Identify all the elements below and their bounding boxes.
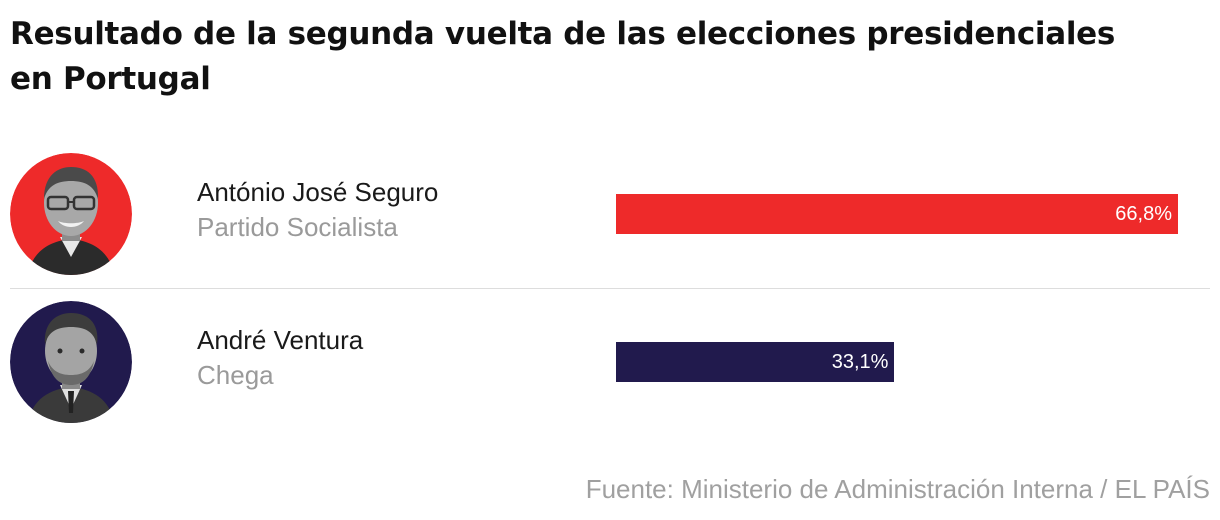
candidate-party: Chega (197, 360, 274, 390)
candidate-name: André Ventura (197, 325, 364, 355)
bar-value-label: 66,8% (1115, 202, 1172, 225)
candidate-photo-icon (10, 301, 132, 423)
candidate-row: André Ventura Chega 33,1% (0, 301, 1220, 425)
candidate-name: António José Seguro (197, 177, 439, 207)
chart-title: Resultado de la segunda vuelta de las el… (10, 16, 1116, 97)
candidate-photo-icon (10, 153, 132, 275)
bar-track: 66,8% (616, 194, 1178, 234)
result-bar: 66,8% (616, 194, 1178, 234)
source-note: Fuente: Ministerio de Administración Int… (585, 474, 1210, 504)
bar-track: 33,1% (616, 342, 1178, 382)
candidate-party: Partido Socialista (197, 212, 398, 242)
candidate-row: António José Seguro Partido Socialista 6… (0, 153, 1220, 277)
result-bar: 33,1% (616, 342, 895, 382)
row-divider (10, 288, 1210, 289)
bar-value-label: 33,1% (831, 350, 889, 373)
